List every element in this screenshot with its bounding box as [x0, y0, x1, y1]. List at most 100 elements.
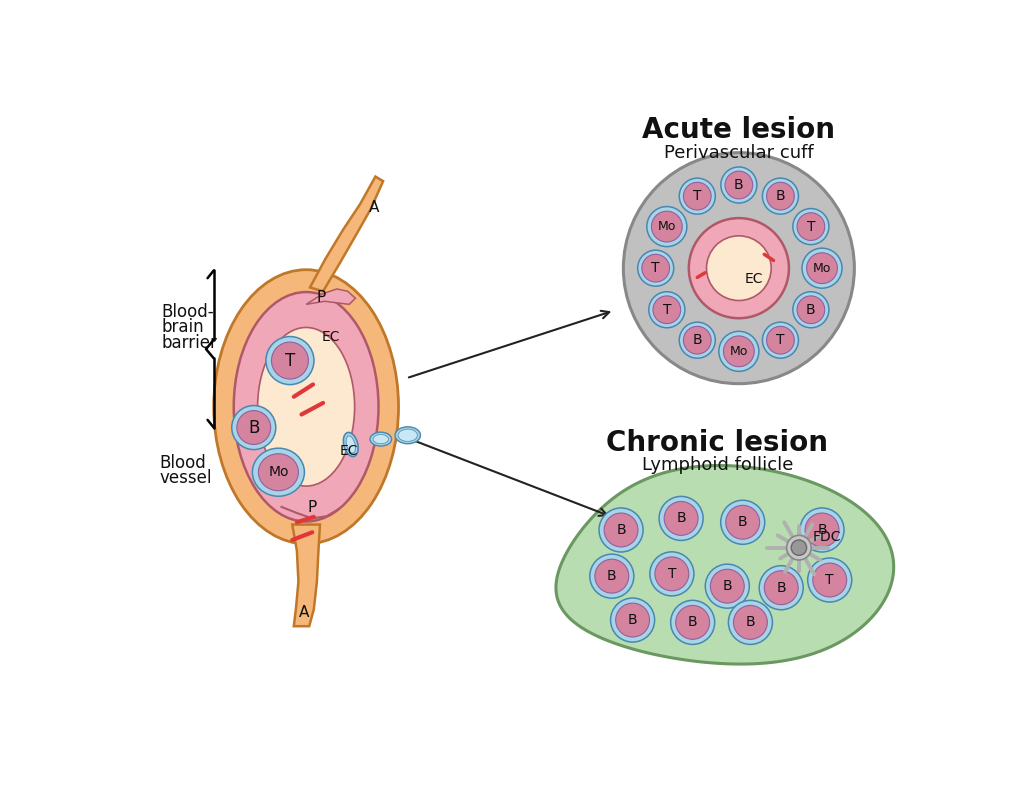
Ellipse shape: [711, 570, 744, 603]
Text: Mo: Mo: [813, 262, 831, 274]
Text: T: T: [693, 189, 701, 203]
Text: B: B: [817, 523, 826, 537]
Ellipse shape: [802, 248, 842, 288]
Ellipse shape: [759, 566, 803, 610]
Text: FDC: FDC: [813, 530, 842, 544]
Ellipse shape: [271, 342, 308, 379]
Text: B: B: [616, 523, 626, 537]
Circle shape: [689, 218, 788, 318]
Text: B: B: [692, 333, 702, 347]
Polygon shape: [306, 289, 355, 305]
Ellipse shape: [659, 497, 703, 540]
Ellipse shape: [237, 411, 270, 445]
Ellipse shape: [665, 501, 698, 536]
Ellipse shape: [764, 571, 798, 604]
Text: EC: EC: [322, 331, 340, 344]
Text: A: A: [369, 200, 379, 215]
Text: T: T: [285, 351, 295, 369]
Ellipse shape: [763, 322, 799, 358]
Ellipse shape: [706, 564, 750, 608]
Text: B: B: [688, 615, 697, 630]
Ellipse shape: [214, 270, 398, 544]
Ellipse shape: [679, 178, 716, 214]
Ellipse shape: [807, 253, 838, 283]
Ellipse shape: [793, 292, 828, 327]
Ellipse shape: [258, 327, 354, 486]
Ellipse shape: [595, 559, 629, 593]
Circle shape: [624, 153, 854, 384]
Ellipse shape: [615, 603, 649, 637]
Ellipse shape: [395, 427, 421, 444]
Ellipse shape: [252, 448, 304, 496]
Ellipse shape: [610, 598, 654, 642]
Text: Blood-: Blood-: [162, 303, 214, 321]
Text: B: B: [776, 581, 786, 595]
Ellipse shape: [797, 213, 824, 240]
Circle shape: [786, 536, 811, 560]
Text: T: T: [825, 573, 834, 587]
Circle shape: [792, 540, 807, 555]
Ellipse shape: [800, 508, 844, 552]
Ellipse shape: [724, 336, 755, 367]
Text: B: B: [738, 515, 748, 529]
Ellipse shape: [642, 255, 670, 282]
Text: Blood: Blood: [160, 454, 207, 472]
Ellipse shape: [398, 429, 418, 441]
Ellipse shape: [721, 500, 765, 544]
Text: P: P: [307, 500, 316, 515]
Text: Mo: Mo: [730, 345, 749, 358]
Ellipse shape: [767, 182, 795, 210]
Ellipse shape: [655, 557, 689, 591]
Ellipse shape: [653, 296, 681, 324]
Text: T: T: [663, 303, 671, 316]
Text: B: B: [775, 189, 785, 203]
Ellipse shape: [650, 552, 694, 596]
Ellipse shape: [651, 211, 682, 242]
Ellipse shape: [231, 406, 275, 449]
Polygon shape: [556, 466, 894, 664]
Ellipse shape: [233, 292, 379, 521]
Ellipse shape: [599, 508, 643, 552]
Ellipse shape: [719, 331, 759, 371]
Ellipse shape: [266, 336, 314, 384]
Text: EC: EC: [339, 444, 357, 458]
Ellipse shape: [725, 171, 753, 199]
Text: vessel: vessel: [160, 468, 212, 486]
Ellipse shape: [721, 167, 757, 203]
Text: B: B: [806, 303, 816, 316]
Text: Mo: Mo: [268, 465, 289, 479]
Text: Mo: Mo: [657, 220, 676, 233]
Text: T: T: [776, 333, 784, 347]
Ellipse shape: [638, 250, 674, 286]
Text: B: B: [723, 579, 732, 593]
Ellipse shape: [679, 322, 716, 358]
Text: B: B: [676, 512, 686, 525]
Text: B: B: [628, 613, 637, 627]
Text: B: B: [607, 570, 616, 583]
Ellipse shape: [671, 600, 715, 645]
Text: Perivascular cuff: Perivascular cuff: [664, 144, 814, 161]
Text: P: P: [316, 290, 327, 305]
Polygon shape: [310, 176, 383, 291]
Ellipse shape: [808, 558, 852, 602]
Ellipse shape: [728, 600, 772, 645]
Text: B: B: [745, 615, 756, 630]
Text: B: B: [734, 178, 743, 192]
Ellipse shape: [726, 505, 760, 539]
Ellipse shape: [805, 513, 839, 547]
Text: T: T: [668, 567, 676, 581]
Text: Chronic lesion: Chronic lesion: [606, 429, 828, 457]
Text: brain: brain: [162, 319, 204, 336]
Ellipse shape: [733, 605, 767, 639]
Text: EC: EC: [745, 272, 764, 286]
Text: B: B: [248, 418, 259, 437]
Text: Lymphoid follicle: Lymphoid follicle: [642, 456, 793, 474]
Ellipse shape: [683, 327, 711, 354]
Ellipse shape: [767, 327, 795, 354]
Ellipse shape: [649, 292, 685, 327]
Text: barrier: barrier: [162, 334, 217, 352]
Ellipse shape: [647, 206, 687, 247]
Ellipse shape: [797, 296, 824, 324]
Ellipse shape: [373, 434, 388, 444]
Ellipse shape: [763, 178, 799, 214]
